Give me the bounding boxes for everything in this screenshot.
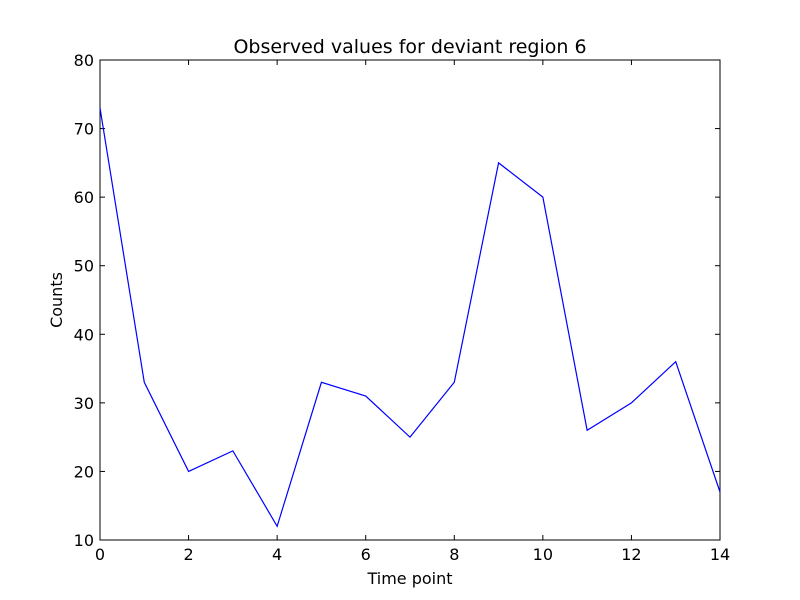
y-tick-label: 40 — [74, 325, 94, 344]
y-tick-label: 20 — [74, 462, 94, 481]
plot-frame — [99, 59, 721, 541]
x-axis-label: Time point — [366, 569, 452, 588]
x-tick-label: 10 — [533, 545, 553, 564]
plot-area — [99, 59, 721, 541]
chart-title: Observed values for deviant region 6 — [233, 36, 586, 58]
y-axis-label: Counts — [47, 272, 66, 328]
x-tick-label: 4 — [272, 545, 282, 564]
x-tick-label: 2 — [183, 545, 193, 564]
y-tick-label: 80 — [74, 51, 94, 70]
y-tick-label: 50 — [74, 257, 94, 276]
x-tick-label: 14 — [710, 545, 730, 564]
y-tick-label: 60 — [74, 188, 94, 207]
y-tick-label: 70 — [74, 120, 94, 139]
y-tick-label: 10 — [74, 531, 94, 550]
y-tick-label: 30 — [74, 394, 94, 413]
y-axis: 10 20 30 40 50 60 70 80 — [74, 51, 720, 550]
series-layer — [99, 107, 721, 528]
x-tick-label: 8 — [449, 545, 459, 564]
x-tick-label: 12 — [621, 545, 641, 564]
x-tick-label: 6 — [361, 545, 371, 564]
x-axis: 0 2 4 6 8 10 12 14 — [95, 60, 730, 564]
x-tick-label: 0 — [95, 545, 105, 564]
